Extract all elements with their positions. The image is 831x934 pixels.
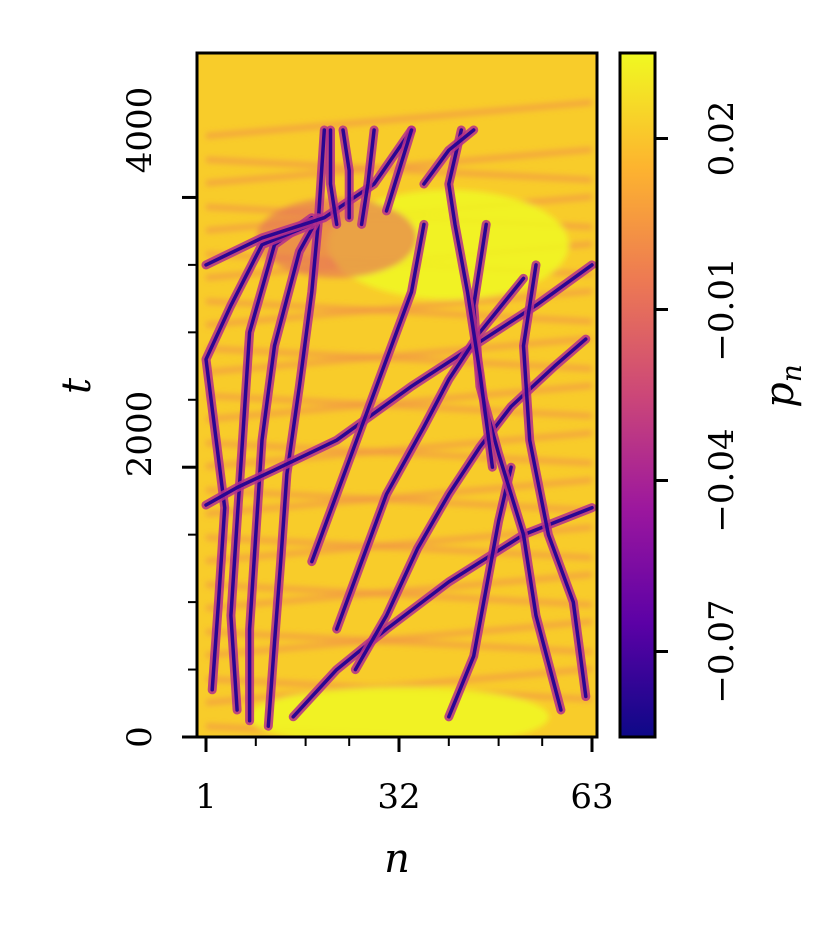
y-axis-ticks xyxy=(182,195,197,739)
heatmap-plot-area xyxy=(197,53,597,737)
y-tick-label-2000: 2000 xyxy=(120,391,160,478)
x-tick-label-32: 32 xyxy=(377,777,420,817)
bright-zone xyxy=(249,686,549,737)
trajectory-0 xyxy=(266,128,327,728)
x-tick-label-1: 1 xyxy=(195,777,217,817)
plot-frame xyxy=(195,51,599,739)
background-streak xyxy=(205,487,593,514)
trajectory-4 xyxy=(291,505,594,719)
trajectory-16 xyxy=(328,128,339,227)
trajectory-7 xyxy=(353,337,588,672)
colorbar-tick-label-neg001: −0.01 xyxy=(702,257,742,361)
trajectory-2 xyxy=(229,215,314,712)
colorbar-ticks xyxy=(655,137,668,653)
background-streak xyxy=(205,99,593,140)
trajectory-15 xyxy=(341,128,351,220)
y-axis-label: t xyxy=(54,377,100,394)
trajectory-1 xyxy=(247,215,320,723)
x-axis-ticks xyxy=(204,737,594,752)
colorbar-label-subscript: n xyxy=(775,364,808,382)
background-streak xyxy=(205,439,593,467)
trajectory-9 xyxy=(310,222,426,564)
trajectory-13 xyxy=(447,128,495,469)
background-streak xyxy=(205,628,593,656)
background-streak xyxy=(205,477,593,517)
colorbar-tick-label-neg007: −0.07 xyxy=(702,599,742,703)
colorbar-label: pn xyxy=(757,364,808,408)
trajectory-3 xyxy=(204,222,314,692)
x-axis-label: n xyxy=(384,836,410,882)
y-tick-label-0: 0 xyxy=(120,726,160,748)
colorbar-tick-label-neg004: −0.04 xyxy=(702,428,742,532)
x-tick-label-63: 63 xyxy=(570,777,613,817)
trajectory-14 xyxy=(359,128,376,227)
trajectory-10 xyxy=(447,465,513,719)
colorbar-tick-label-002: 0.02 xyxy=(702,101,742,177)
trajectory-18 xyxy=(422,128,476,186)
trajectory-12 xyxy=(521,263,588,699)
colorbar xyxy=(618,51,657,739)
trajectory-17 xyxy=(384,128,414,213)
trajectory-6 xyxy=(204,128,414,267)
colorbar-label-main: p xyxy=(757,382,803,408)
soliton-trajectories xyxy=(201,125,597,731)
y-tick-label-4000: 4000 xyxy=(120,87,160,174)
